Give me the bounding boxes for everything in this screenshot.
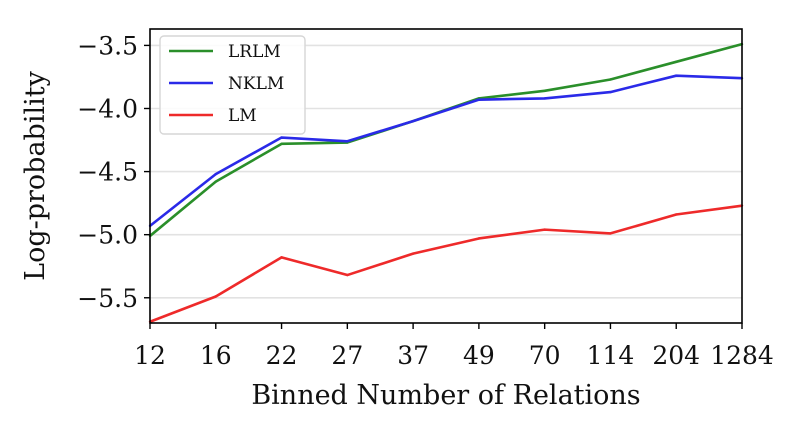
data-point [280,142,283,146]
data-point [675,74,678,77]
data-point [214,180,217,183]
y-axis-label: Log-probability [20,70,51,280]
legend-box [159,35,306,135]
data-point [477,237,481,240]
data-point [346,273,349,277]
y-tick-label: −3.5 [77,31,138,60]
data-point [609,90,612,94]
data-point [280,136,283,139]
y-tick-label: −4.0 [77,94,138,123]
data-point [214,172,217,176]
legend-label: LRLM [228,42,281,62]
data-point [609,78,612,81]
data-point [675,213,678,216]
series-lines [148,42,744,323]
y-axis-ticks: −3.5 −4.0 −4.5 −5.0 −5.5 [77,31,150,313]
x-axis-ticks: 12 16 22 27 37 49 70 114 204 1284 [134,323,774,370]
data-point [477,98,481,101]
legend-label: LM [228,106,257,126]
x-tick-label: 37 [397,341,429,370]
data-point [280,256,283,259]
legend: LRLM NKLM LM [159,35,306,135]
legend-label: NKLM [228,74,284,94]
x-tick-label: 16 [200,341,232,370]
y-tick-label: −5.0 [77,221,138,250]
y-tick-label: −4.5 [77,158,138,187]
data-point [543,228,546,231]
series-line [149,204,743,323]
data-point [346,140,349,143]
x-tick-label: 114 [587,341,635,370]
x-tick-label: 22 [266,341,298,370]
data-point [411,119,415,123]
series-lm [148,204,744,323]
x-tick-label: 70 [529,341,561,370]
data-point [675,60,678,64]
x-tick-label: 27 [331,341,363,370]
plot-frame [149,28,743,324]
data-point [411,252,415,255]
x-axis-label: Binned Number of Relations [251,380,640,411]
series-line [149,74,743,227]
data-point [214,295,217,298]
x-tick-label: 204 [652,341,700,370]
x-tick-label: 49 [463,341,495,370]
y-tick-label: −5.5 [77,284,138,313]
x-tick-label: 12 [134,341,166,370]
data-point [543,89,546,93]
data-point [543,97,546,100]
x-tick-label: 1284 [710,341,774,370]
data-point [609,232,612,235]
